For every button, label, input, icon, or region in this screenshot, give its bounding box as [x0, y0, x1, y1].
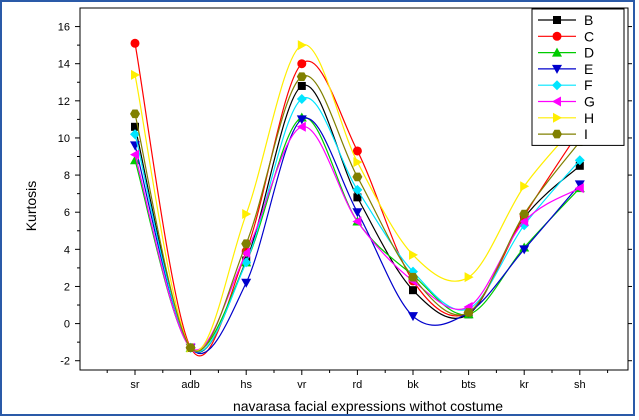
- plot-area: [79, 7, 629, 371]
- data-point-B: [353, 193, 362, 202]
- x-tick-label: rd: [353, 379, 363, 391]
- x-tick-label: adb: [181, 379, 199, 391]
- data-point-I: [408, 272, 418, 282]
- x-tick-label: sr: [130, 379, 140, 391]
- data-point-I: [241, 239, 252, 249]
- axes-layer: -2 0 2 4 6 8 10 12 14 16 sr adb hs vr rd bk bts kr sh: [58, 22, 632, 391]
- legend-entry-I: I: [538, 126, 588, 142]
- legend-marker: [552, 47, 562, 57]
- legend-entry-D: D: [538, 45, 594, 61]
- data-point-F: [241, 257, 252, 268]
- y-tick-label: 0: [64, 319, 70, 331]
- y-tick-label: 16: [58, 22, 70, 34]
- legend-entry-B: B: [538, 12, 593, 28]
- legend-marker: [552, 96, 561, 107]
- data-point-I: [352, 172, 363, 182]
- y-axis-title: Kurtosis: [23, 181, 39, 232]
- legend-label: G: [584, 94, 595, 110]
- legend-marker: [552, 31, 562, 41]
- x-tick-label: vr: [297, 379, 307, 391]
- data-point-F: [352, 184, 363, 195]
- data-point-E: [519, 245, 530, 255]
- data-point-E: [241, 278, 252, 288]
- data-point-B: [575, 161, 584, 170]
- data-point-H: [131, 69, 140, 80]
- data-point-G: [352, 216, 362, 227]
- data-point-G: [296, 121, 306, 132]
- legend-marker: [553, 112, 562, 123]
- y-tick-label: 14: [58, 59, 70, 71]
- legend-entry-E: E: [538, 61, 593, 77]
- data-point-E: [408, 312, 418, 322]
- data-point-E: [296, 115, 307, 125]
- legend-label: H: [584, 110, 594, 126]
- data-point-H: [464, 272, 474, 283]
- data-point-H: [242, 209, 252, 220]
- y-tick-label: 4: [64, 244, 70, 256]
- y-tick-label: -2: [60, 356, 70, 368]
- x-tick-label: kr: [520, 379, 530, 391]
- data-point-I: [519, 209, 530, 219]
- x-tick-label: sh: [574, 379, 586, 391]
- legend-entry-F: F: [538, 77, 593, 93]
- legend-label: F: [584, 77, 593, 93]
- data-point-E: [352, 208, 363, 218]
- data-point-I: [130, 109, 140, 119]
- data-point-I: [296, 72, 307, 82]
- data-point-H: [297, 40, 307, 51]
- data-point-F: [130, 129, 140, 140]
- y-tick-label: 2: [64, 281, 70, 293]
- series-layer: [130, 38, 585, 357]
- data-point-C: [297, 59, 307, 69]
- legend-label: E: [584, 61, 593, 77]
- legend-label: B: [584, 12, 593, 28]
- data-point-I: [463, 308, 474, 317]
- x-axis-title: navarasa facial expressions withot costu…: [233, 398, 503, 414]
- plot-border: [79, 7, 629, 371]
- data-point-G: [574, 183, 584, 194]
- data-point-G: [519, 216, 529, 227]
- x-tick-label: bk: [407, 379, 419, 391]
- legend-label: D: [584, 45, 594, 61]
- data-point-B: [131, 122, 139, 131]
- data-point-C: [130, 38, 140, 48]
- data-point-E: [574, 180, 585, 190]
- legend-marker: [553, 16, 561, 24]
- y-tick-label: 6: [64, 207, 70, 219]
- data-point-H: [353, 157, 363, 168]
- data-point-B: [409, 286, 417, 295]
- data-point-F: [296, 93, 307, 104]
- legend-entry-H: H: [538, 110, 594, 126]
- legend-marker: [552, 64, 562, 74]
- legend-entry-G: G: [538, 94, 595, 110]
- data-point-C: [352, 146, 362, 156]
- y-tick-label: 8: [64, 170, 70, 182]
- legend-marker: [552, 129, 562, 139]
- legend-entry-C: C: [538, 28, 594, 44]
- data-point-H: [520, 181, 530, 192]
- legend-label: I: [584, 126, 588, 142]
- legend-box: [531, 8, 625, 146]
- data-point-F: [574, 155, 585, 166]
- x-tick-label: bts: [461, 379, 476, 391]
- data-point-G: [130, 149, 139, 160]
- y-tick-label: 12: [58, 96, 70, 108]
- data-point-H: [409, 249, 418, 260]
- legend-label: C: [584, 28, 594, 44]
- y-tick-label: 10: [58, 133, 70, 145]
- data-point-I: [185, 343, 196, 353]
- data-point-G: [241, 248, 251, 259]
- legend-marker: [552, 80, 562, 91]
- data-point-B: [297, 81, 306, 90]
- x-tick-label: hs: [240, 379, 252, 391]
